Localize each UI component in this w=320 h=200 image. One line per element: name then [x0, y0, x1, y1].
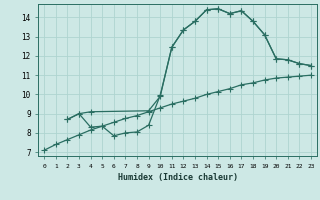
X-axis label: Humidex (Indice chaleur): Humidex (Indice chaleur) — [118, 173, 238, 182]
